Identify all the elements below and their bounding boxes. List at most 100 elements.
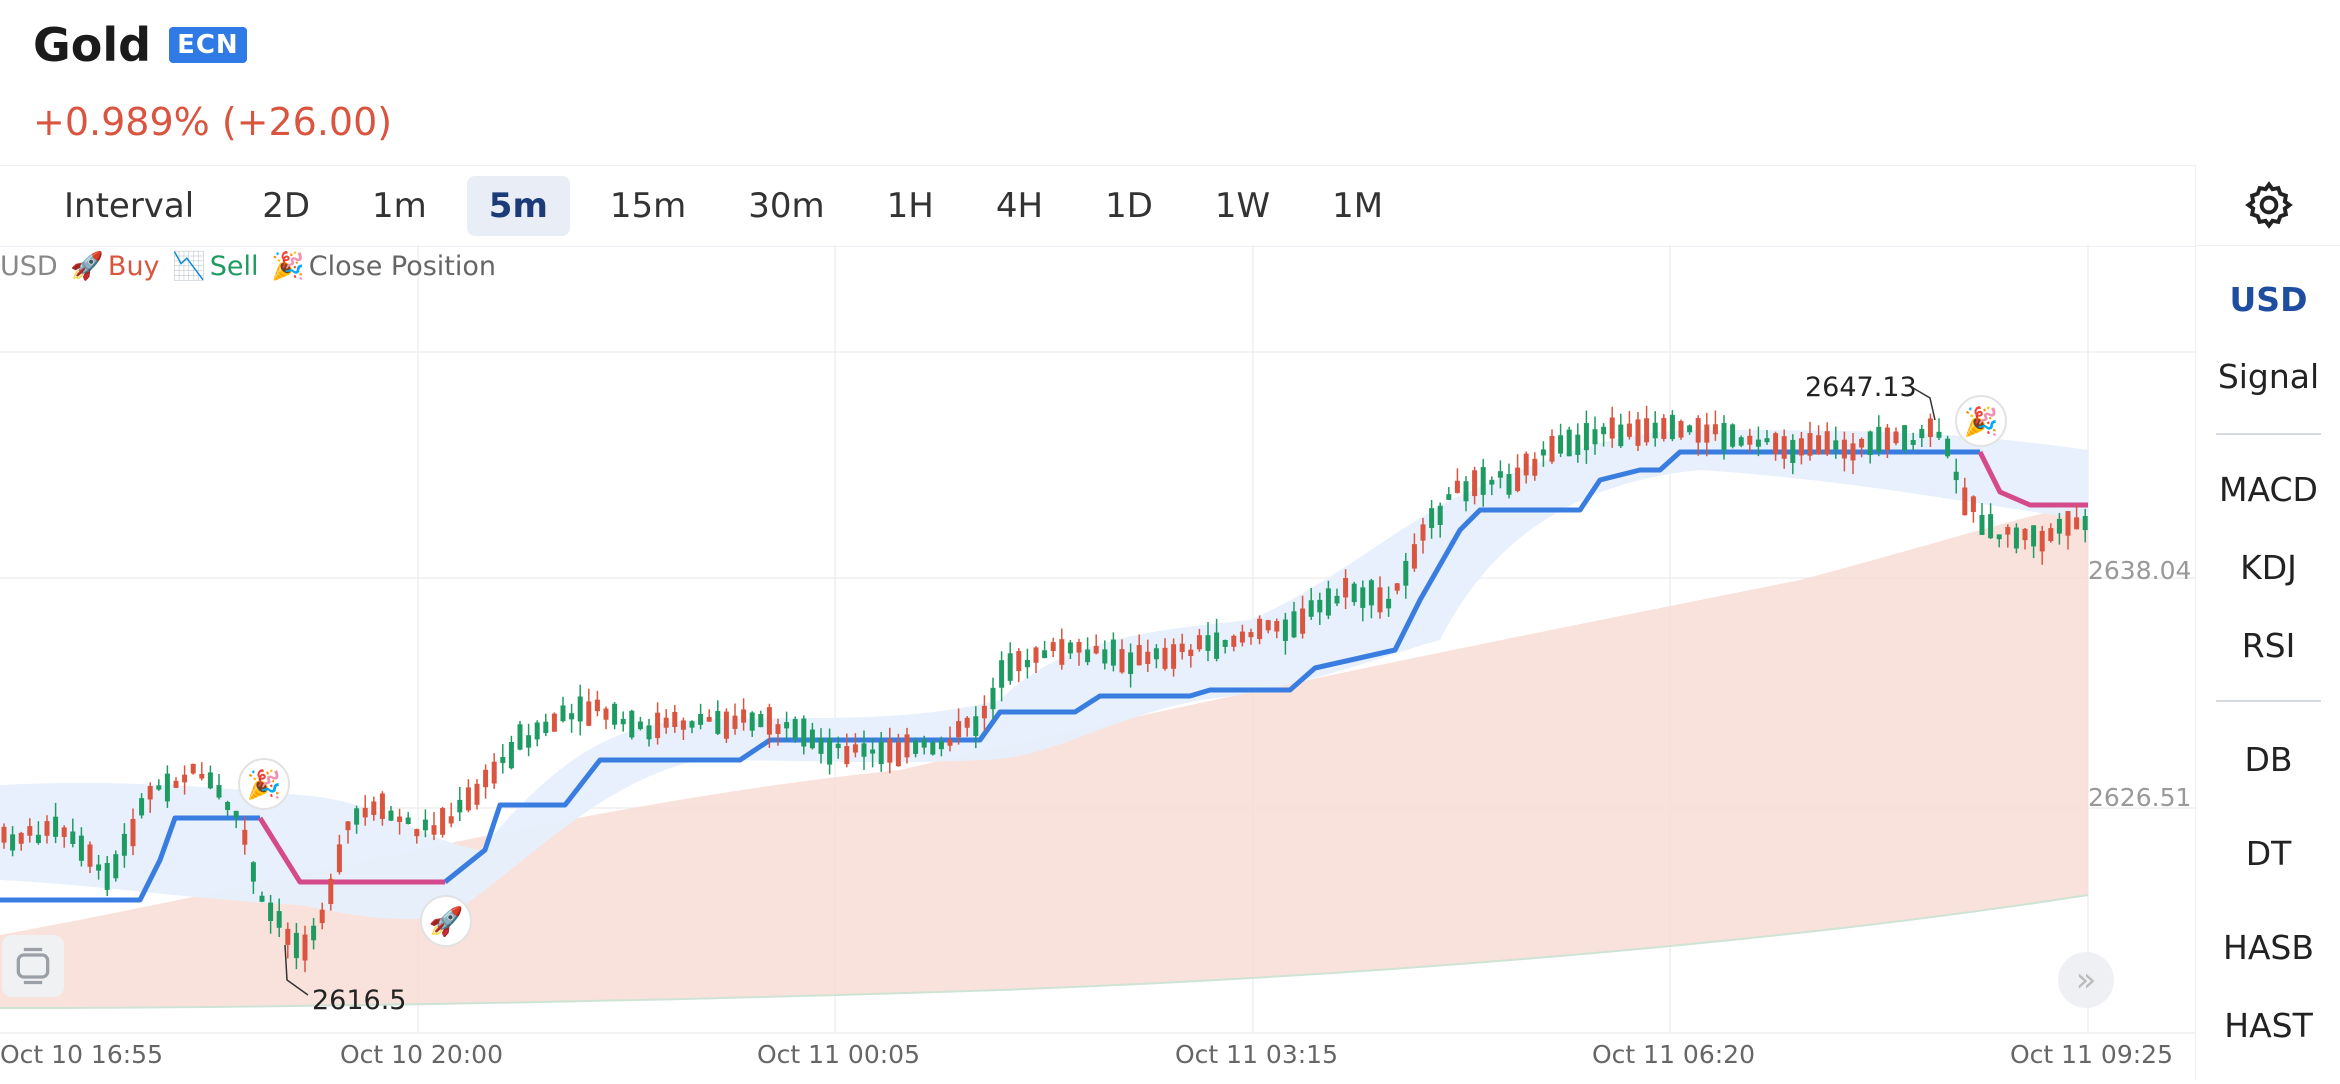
price-chart[interactable] bbox=[0, 245, 2195, 1080]
sidebar-item-dt[interactable]: DT bbox=[2245, 834, 2292, 873]
candle-body bbox=[216, 785, 222, 798]
close-position-marker[interactable]: 🎉 bbox=[1955, 395, 2007, 447]
party-popper-icon: 🎉 bbox=[271, 251, 305, 282]
sidebar-item-hast[interactable]: HAST bbox=[2224, 1006, 2313, 1045]
interval-label[interactable]: Interval bbox=[64, 186, 195, 226]
candle-body bbox=[1919, 429, 1925, 439]
candle-body bbox=[1050, 642, 1056, 651]
candle-body bbox=[1859, 438, 1865, 448]
candle-body bbox=[1833, 440, 1839, 450]
candle-body bbox=[1970, 496, 1976, 512]
interval-1d[interactable]: 1D bbox=[1105, 186, 1153, 226]
candle-body bbox=[328, 878, 334, 905]
candle-body bbox=[457, 799, 463, 813]
rocket-icon: 🚀 bbox=[428, 904, 464, 938]
candle-body bbox=[1308, 600, 1314, 617]
time-axis-label: Oct 11 00:05 bbox=[757, 1040, 920, 1069]
interval-30m[interactable]: 30m bbox=[748, 186, 825, 226]
sidebar-item-db[interactable]: DB bbox=[2244, 740, 2293, 779]
candle-body bbox=[766, 707, 772, 735]
sidebar-item-signal[interactable]: Signal bbox=[2217, 357, 2320, 396]
candle-body bbox=[1119, 649, 1125, 673]
legend-unit: USD bbox=[0, 251, 58, 282]
candle-body bbox=[1033, 647, 1039, 663]
candle-body bbox=[663, 717, 669, 728]
double-chevron-right-icon: » bbox=[2075, 960, 2097, 1000]
candle-body bbox=[1007, 653, 1013, 681]
interval-2d[interactable]: 2D bbox=[262, 186, 311, 226]
sidebar-item-kdj[interactable]: KDJ bbox=[2240, 548, 2297, 587]
reset-chart-button[interactable] bbox=[2, 935, 64, 997]
candle-body bbox=[1239, 631, 1245, 643]
interval-1w[interactable]: 1W bbox=[1214, 186, 1271, 226]
sidebar-item-rsi[interactable]: RSI bbox=[2241, 626, 2296, 665]
candle-body bbox=[1162, 647, 1168, 669]
interval-1h[interactable]: 1H bbox=[886, 186, 934, 226]
candle-body bbox=[1291, 611, 1297, 638]
candle-body bbox=[268, 902, 274, 921]
candle-body bbox=[1816, 435, 1822, 455]
candle-body bbox=[551, 713, 557, 732]
settings-button[interactable] bbox=[2195, 165, 2340, 246]
candle-body bbox=[61, 827, 67, 837]
close-position-marker[interactable]: 🎉 bbox=[238, 758, 290, 810]
candle-body bbox=[354, 808, 360, 825]
candle-body bbox=[913, 740, 919, 754]
trend-line-buy bbox=[443, 449, 1980, 884]
candle-body bbox=[1884, 427, 1890, 450]
candle-body bbox=[543, 721, 549, 734]
low-annotation: 2616.5 bbox=[312, 985, 407, 1016]
candle-body bbox=[491, 761, 497, 784]
candle-body bbox=[113, 854, 119, 879]
candle-body bbox=[414, 829, 420, 837]
interval-1mo[interactable]: 1M bbox=[1332, 186, 1384, 226]
chart-canvas[interactable] bbox=[0, 245, 2195, 1080]
rocket-icon: 🚀 bbox=[70, 251, 104, 282]
candle-body bbox=[1549, 435, 1555, 462]
candle-body bbox=[1798, 438, 1804, 456]
candle-body bbox=[35, 834, 41, 843]
candle-body bbox=[1472, 470, 1478, 497]
candle-body bbox=[1523, 453, 1529, 476]
candle-body bbox=[680, 720, 686, 730]
sidebar-item-usd[interactable]: USD bbox=[2229, 280, 2308, 319]
candle-body bbox=[827, 737, 833, 765]
candle-body bbox=[895, 742, 901, 767]
candle-body bbox=[379, 793, 385, 819]
candle-body bbox=[1300, 608, 1306, 634]
candle-body bbox=[1910, 440, 1916, 445]
candle-body bbox=[225, 802, 231, 810]
candle-body bbox=[2013, 527, 2019, 549]
candle-body bbox=[474, 783, 480, 805]
candle-body bbox=[1016, 651, 1022, 672]
interval-1m[interactable]: 1m bbox=[372, 186, 427, 226]
candle-body bbox=[1153, 648, 1159, 660]
candle-body bbox=[1231, 635, 1237, 647]
scroll-to-latest-button[interactable]: » bbox=[2058, 952, 2114, 1008]
price-label: 2638.04 bbox=[2088, 556, 2192, 585]
candle-body bbox=[1575, 434, 1581, 455]
interval-4h[interactable]: 4H bbox=[995, 186, 1044, 226]
candle-body bbox=[130, 818, 136, 847]
buy-marker[interactable]: 🚀 bbox=[420, 895, 472, 947]
candle-body bbox=[1454, 480, 1460, 493]
candle-body bbox=[1403, 560, 1409, 586]
candle-body bbox=[612, 703, 618, 725]
candle-body bbox=[10, 834, 16, 851]
candle-body bbox=[1945, 438, 1951, 457]
candle-body bbox=[1678, 421, 1684, 438]
gear-icon bbox=[2244, 181, 2293, 229]
candle-body bbox=[1893, 431, 1899, 444]
sidebar-divider bbox=[2216, 700, 2321, 702]
interval-15m[interactable]: 15m bbox=[609, 186, 687, 226]
candle-body bbox=[981, 705, 987, 719]
interval-5m[interactable]: 5m bbox=[466, 176, 570, 236]
candle-body bbox=[2065, 511, 2071, 536]
candle-body bbox=[1196, 635, 1202, 650]
candle-body bbox=[173, 780, 179, 788]
sidebar-item-hasb[interactable]: HASB bbox=[2223, 928, 2314, 967]
candle-body bbox=[646, 725, 652, 740]
candle-body bbox=[1988, 514, 1994, 539]
candle-body bbox=[1592, 429, 1598, 445]
sidebar-item-macd[interactable]: MACD bbox=[2219, 470, 2318, 509]
